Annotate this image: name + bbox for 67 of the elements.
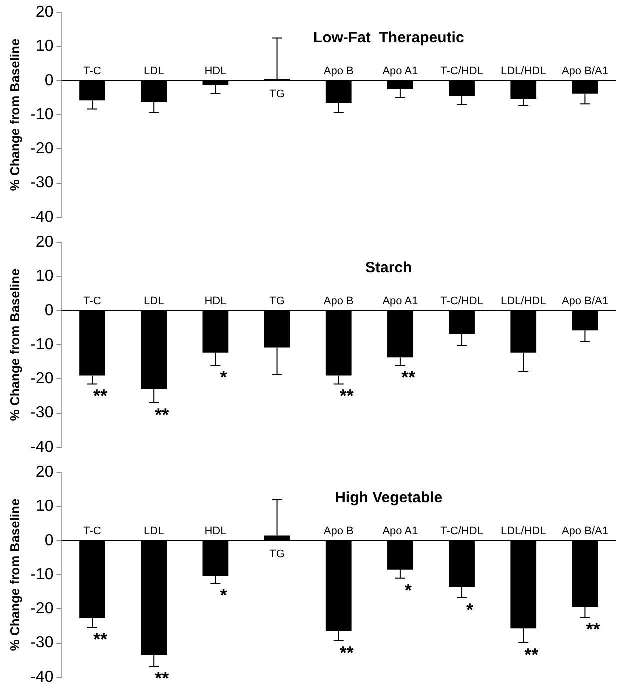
x-tick-label: HDL (204, 65, 227, 78)
y-tick-label: -20 (30, 600, 54, 618)
x-tick-label: Apo A1 (382, 525, 418, 538)
x-tick-label: HDL (204, 525, 227, 538)
annotation: ** (340, 642, 354, 663)
y-tick-label: -30 (30, 174, 54, 192)
y-tick-label: 0 (44, 72, 54, 90)
x-tick-label: Apo B/A1 (562, 65, 608, 78)
x-tick-label: Apo A1 (382, 65, 418, 78)
annotation: ** (340, 386, 354, 406)
x-tick-label: T-C/HDL (440, 525, 484, 538)
y-tick-label: -20 (30, 140, 54, 158)
y-tick-label: 10 (36, 268, 54, 286)
x-tick-label: LDL (144, 295, 164, 308)
x-tick-label: TG (270, 548, 285, 560)
annotation: * (220, 586, 228, 606)
x-tick-label: T-C (84, 295, 102, 308)
y-tick-label: 10 (36, 38, 54, 56)
y-tick-label: 0 (44, 532, 54, 550)
annotation: * (404, 580, 412, 600)
text: Starch (366, 259, 412, 276)
text: High Vegetable (335, 489, 443, 506)
annotation: ** (586, 620, 600, 640)
y-tick-label: 10 (36, 498, 54, 516)
y-tick-label: 20 (36, 4, 54, 22)
annotation: * (466, 600, 474, 620)
y-tick-label: -10 (30, 106, 54, 124)
y-tick-label: -30 (30, 404, 54, 422)
y-tick-label: 20 (36, 234, 54, 252)
x-tick-label: Apo B (324, 65, 354, 78)
x-tick-label: LDL/HDL (500, 65, 546, 78)
x-tick-label: TG (270, 295, 285, 308)
y-tick-label: -40 (30, 438, 54, 456)
y-tick-label: -30 (30, 634, 54, 652)
annotation: ** (155, 404, 170, 425)
x-tick-label: Apo B (324, 295, 354, 308)
text: Low-Fat Therapeutic (313, 29, 464, 46)
x-tick-label: LDL (144, 525, 164, 538)
annotation: ** (401, 367, 416, 388)
x-tick-label: T-C/HDL (440, 65, 484, 78)
annotation: ** (155, 668, 170, 688)
x-tick-label: LDL (144, 65, 164, 78)
y-tick-label: 0 (44, 302, 54, 320)
annotation: ** (524, 644, 539, 665)
x-tick-label: Apo B/A1 (562, 295, 608, 308)
annotation: * (220, 367, 228, 388)
y-tick-label: -20 (30, 370, 54, 388)
x-tick-label: T-C (84, 65, 102, 78)
annotation: ** (94, 386, 108, 406)
x-tick-label: LDL/HDL (500, 525, 546, 538)
y-axis-title: % Change from Baseline (7, 498, 22, 652)
x-tick-label: TG (270, 88, 285, 100)
y-axis-title: % Change from Baseline (7, 268, 22, 422)
x-tick-label: LDL/HDL (500, 295, 546, 308)
x-tick-label: T-C (84, 525, 102, 538)
x-tick-label: HDL (204, 295, 227, 308)
y-tick-label: 20 (36, 464, 54, 482)
x-tick-label: Apo B (324, 525, 354, 538)
annotation: ** (94, 630, 108, 650)
y-axis-title: % Change from Baseline (7, 38, 22, 192)
y-tick-label: -40 (30, 208, 54, 226)
y-tick-label: -40 (30, 668, 54, 686)
x-tick-label: Apo B/A1 (562, 525, 608, 538)
y-tick-label: -10 (30, 336, 54, 354)
x-tick-label: T-C/HDL (440, 295, 484, 308)
x-tick-label: Apo A1 (382, 295, 418, 308)
y-tick-label: -10 (30, 566, 54, 584)
